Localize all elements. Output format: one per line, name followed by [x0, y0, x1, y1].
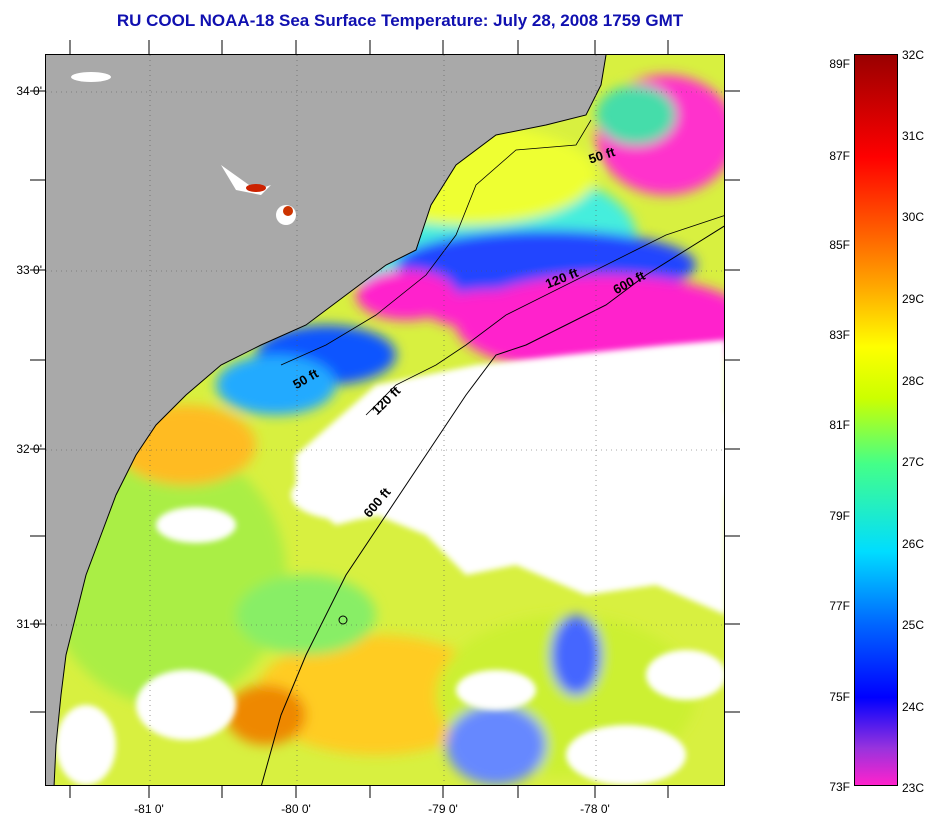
- cloud-mask: [56, 340, 724, 785]
- temperature-colorbar: [854, 54, 898, 786]
- colorbar-f-81: 81F: [829, 418, 850, 432]
- contour-120ft: [365, 215, 724, 416]
- contour-50ft: [280, 119, 592, 366]
- sst-map-canvas: [46, 55, 724, 785]
- colorbar-c-27: 27C: [902, 455, 925, 469]
- colorbar-f-75: 75F: [829, 690, 850, 704]
- colorbar-c-29: 29C: [902, 292, 925, 306]
- lon-label-81: -81 0': [134, 802, 164, 816]
- lat-label-34: 34 0': [16, 84, 42, 98]
- lat-label-31: 31 0': [16, 617, 42, 631]
- colorbar-c-32: 32C: [902, 48, 925, 62]
- colorbar-f-89: 89F: [829, 57, 850, 71]
- lon-label-80: -80 0': [281, 802, 311, 816]
- sst-field: [46, 75, 724, 785]
- colorbar-f-85: 85F: [829, 238, 850, 252]
- colorbar-f-73: 73F: [829, 780, 850, 794]
- graticule: [46, 55, 724, 785]
- colorbar-c-26: 26C: [902, 537, 925, 551]
- colorbar-f-77: 77F: [829, 599, 850, 613]
- lat-label-32: 32 0': [16, 442, 42, 456]
- coastline: [53, 55, 607, 785]
- colorbar-f-79: 79F: [829, 509, 850, 523]
- contour-600ft: [261, 225, 724, 785]
- land-mass: [46, 55, 606, 785]
- lat-label-33: 33 0': [16, 263, 42, 277]
- lon-label-79: -79 0': [428, 802, 458, 816]
- colorbar-c-30: 30C: [902, 210, 925, 224]
- colorbar-c-25: 25C: [902, 618, 925, 632]
- colorbar-f-83: 83F: [829, 328, 850, 342]
- lon-label-78: -78 0': [580, 802, 610, 816]
- colorbar-c-31: 31C: [902, 129, 925, 143]
- colorbar-c-23: 23C: [902, 781, 925, 795]
- colorbar-f-87: 87F: [829, 149, 850, 163]
- colorbar-c-28: 28C: [902, 374, 925, 388]
- map-title: RU COOL NOAA-18 Sea Surface Temperature:…: [116, 11, 684, 30]
- sst-map[interactable]: [45, 54, 725, 786]
- colorbar-c-24: 24C: [902, 700, 925, 714]
